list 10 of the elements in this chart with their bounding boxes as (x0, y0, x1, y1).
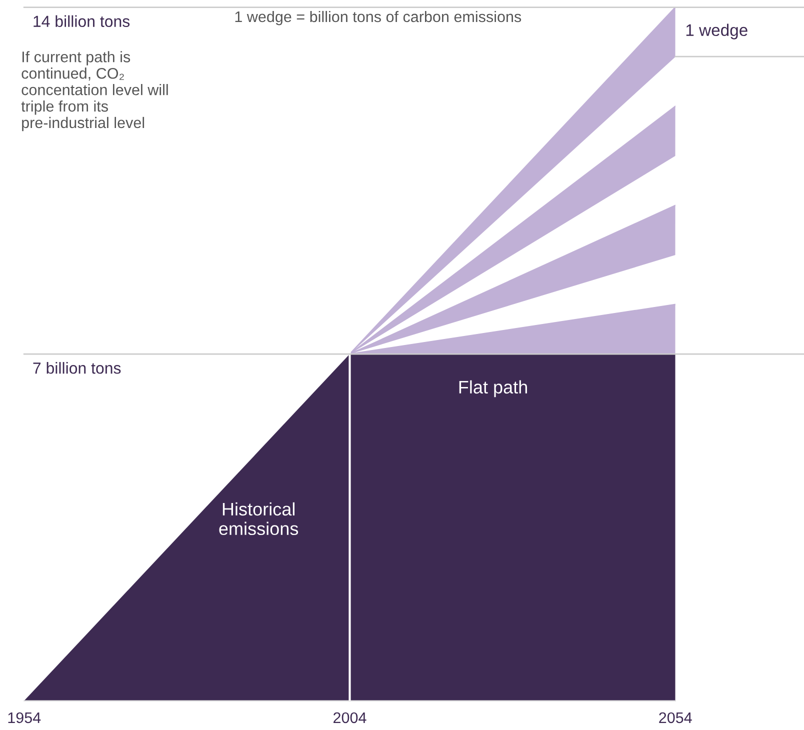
y-tick-label: 14 billion tons (34, 15, 130, 28)
x-tick-label: 2054 (659, 712, 692, 724)
annotation: If current path is continued, CO₂ concentation level will triple from its pre-industrial level (21, 51, 168, 132)
x-tick-label: 2004 (334, 712, 366, 724)
y-tick-label: 7 billion tons (33, 362, 121, 374)
text: 1 wedge (686, 24, 748, 40)
annotation: Flat path (459, 380, 527, 398)
x-tick-label: 1954 (8, 712, 41, 724)
annotation: Historical emissions (219, 502, 298, 536)
chart-title: 1 wedge = billion tons of carbon emissions (235, 10, 522, 26)
